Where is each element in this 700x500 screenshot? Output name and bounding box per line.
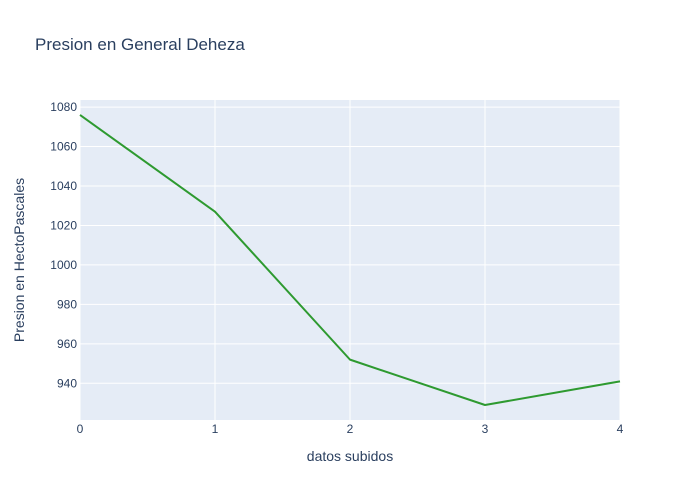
x-tick-label: 0: [77, 422, 84, 436]
x-tick-label: 1: [212, 422, 219, 436]
series-layer: [79, 114, 621, 407]
y-tick-label: 940: [57, 376, 77, 390]
y-tick-label: 1020: [50, 218, 77, 232]
y-tick-labels: 940 960 980 1000 1020 1040 1060 1080: [50, 100, 77, 390]
series-line: [79, 114, 621, 407]
y-axis-label: Presion en HectoPascales: [11, 178, 27, 342]
y-tick-label: 1000: [50, 258, 77, 272]
x-gridlines: [79, 100, 621, 420]
x-axis-label: datos subidos: [307, 448, 393, 464]
x-tick-labels: 0 1 2 3 4: [77, 422, 624, 436]
y-tick-label: 1040: [50, 179, 77, 193]
x-tick-label: 3: [482, 422, 489, 436]
y-tick-label: 980: [57, 297, 77, 311]
y-tick-label: 1060: [50, 140, 77, 154]
y-tick-label: 960: [57, 337, 77, 351]
x-tick-label: 4: [617, 422, 624, 436]
y-tick-label: 1080: [50, 100, 77, 114]
x-tick-label: 2: [347, 422, 354, 436]
chart-title: Presion en General Deheza: [35, 35, 245, 54]
